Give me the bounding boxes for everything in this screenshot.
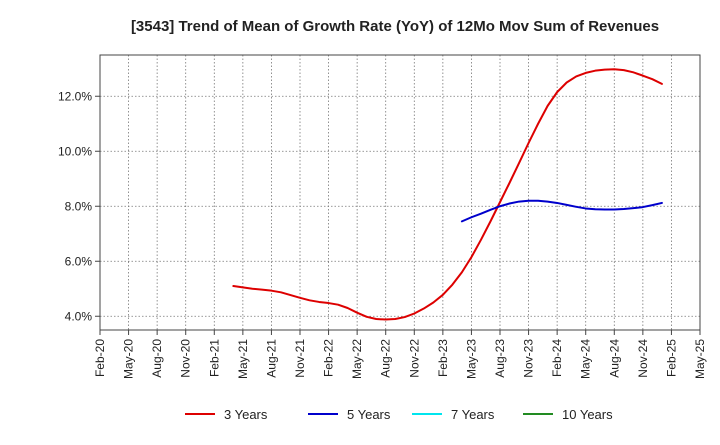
x-tick-label: Aug-22 [379,339,393,378]
plot-frame [99,54,701,331]
legend-label: 10 Years [562,407,613,422]
y-tick-label: 6.0% [65,254,93,268]
x-tick-label: Nov-23 [522,339,536,378]
x-tick-label: May-24 [579,339,593,379]
x-tick-label: May-22 [350,339,364,379]
x-tick-label: May-25 [693,339,707,379]
x-tick-label: Aug-20 [150,339,164,378]
x-tick-label: May-21 [236,339,250,379]
x-tick-label: May-23 [464,339,478,379]
grid [100,55,700,330]
series-line-5-years [460,199,663,223]
x-tick-label: Feb-25 [664,339,678,377]
y-tick-label: 12.0% [58,89,92,103]
x-tick-label: Feb-24 [550,339,564,377]
x-tick-label: Aug-23 [493,339,507,378]
x-tick-label: Nov-22 [407,339,421,378]
x-tick-label: Feb-21 [207,339,221,377]
y-tick-label: 8.0% [65,199,93,213]
x-tick-label: Nov-20 [179,339,193,378]
y-tick-label: 10.0% [58,144,92,158]
legend-label: 3 Years [224,407,268,422]
x-tick-label: Feb-23 [436,339,450,377]
x-tick-label: Aug-21 [264,339,278,378]
axes: Feb-20 May-20 Aug-20 Nov-20 Feb-21 May-21 Aug-… [58,89,707,379]
series [232,68,663,321]
x-tick-label: Aug-24 [607,339,621,378]
x-tick-label: May-20 [122,339,136,379]
chart-title: [3543] Trend of Mean of Growth Rate (YoY… [131,18,659,35]
x-tick-label: Nov-21 [293,339,307,378]
x-tick-label: Feb-22 [322,339,336,377]
x-tick-label: Feb-20 [93,339,107,377]
legend: 3 Years 5 Years 7 Years 10 Years [185,407,613,422]
legend-label: 7 Years [451,407,495,422]
y-tick-label: 4.0% [65,309,93,323]
legend-label: 5 Years [347,407,391,422]
series-line-3-years [232,68,663,321]
x-tick-label: Nov-24 [636,339,650,378]
